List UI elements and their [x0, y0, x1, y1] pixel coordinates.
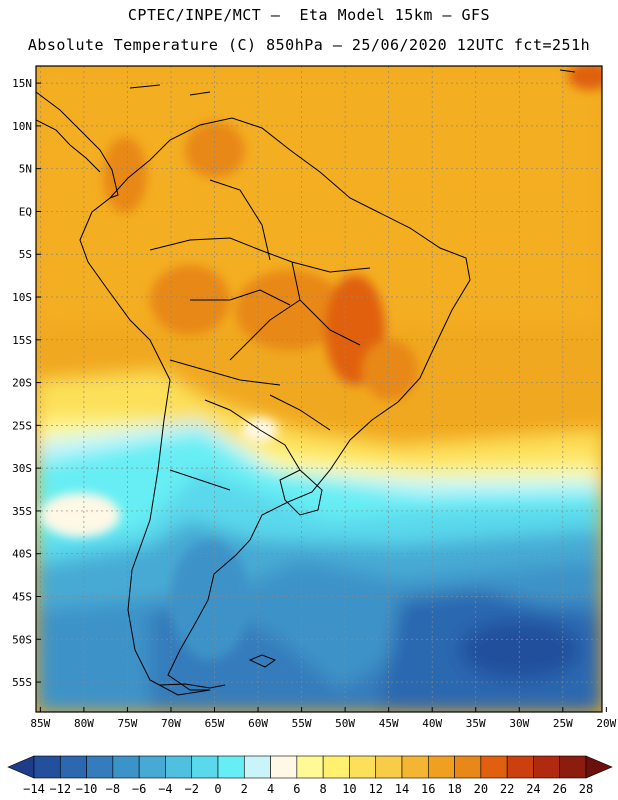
lon-label: 60W	[248, 717, 268, 730]
colorbar-arrow-min	[7, 755, 35, 779]
south-america-coastline	[79, 117, 471, 696]
colorbar-segment	[427, 755, 455, 779]
colorbar-segment	[270, 755, 298, 779]
colorbar-tick-label: 18	[447, 782, 461, 796]
lat-label: 10N	[12, 120, 32, 133]
colorbar-labels: −14 −12 −10 −8 −6 −4 −2 0 2 4 6 8 10 12 14 16 18 20 22 24 26…	[23, 782, 593, 796]
lon-label: 45W	[379, 717, 399, 730]
colorbar-tick-label: −6	[132, 782, 146, 796]
coastlines	[36, 69, 576, 696]
colorbar-tick-label: 6	[293, 782, 300, 796]
falklands	[248, 654, 277, 668]
colorbar-segment	[138, 755, 166, 779]
colorbar-segment	[296, 755, 324, 779]
colorbar-tick-label: 24	[526, 782, 540, 796]
colorbar-tick-label: 12	[368, 782, 382, 796]
map-frame	[35, 65, 603, 713]
axis-ticks	[36, 82, 607, 712]
caribbean-islands	[129, 69, 576, 96]
temperature-field	[36, 66, 602, 712]
lon-label: 70W	[161, 717, 181, 730]
colorbar-tick-label: 28	[579, 782, 593, 796]
colorbar-segment	[165, 755, 193, 779]
colorbar-segment	[191, 755, 219, 779]
lat-label: 25S	[12, 419, 32, 432]
colorbar-tick-label: −12	[49, 782, 71, 796]
lat-label: 15S	[12, 334, 32, 347]
lon-label: 85W	[30, 717, 50, 730]
colorbar-tick-label: 16	[421, 782, 435, 796]
lon-label: 20W	[596, 717, 616, 730]
colorbar-tick-label: 26	[552, 782, 566, 796]
colorbar-segment	[506, 755, 534, 779]
longitude-labels: 85W 80W 75W 70W 65W 60W 55W 50W 45W 40W 35W 30W 25W 2…	[30, 717, 616, 730]
lon-label: 55W	[292, 717, 312, 730]
colorbar-segment	[322, 755, 350, 779]
colorbar-segment	[243, 755, 271, 779]
colorbar-segment	[217, 755, 245, 779]
colorbar-tick-label: −2	[184, 782, 198, 796]
central-america-coastline	[36, 91, 119, 199]
colorbar-segment	[59, 755, 87, 779]
lon-label: 30W	[509, 717, 529, 730]
country-borders	[149, 179, 371, 491]
colorbar-tick-label: 14	[395, 782, 409, 796]
colorbar-segment	[375, 755, 403, 779]
colorbar-tick-label: −4	[158, 782, 172, 796]
lat-label: 45S	[12, 590, 32, 603]
colorbar-segment	[33, 755, 61, 779]
latitude-labels: 15N 10N 5N EQ 5S 10S 15S 20S 25S 30S 35S 40S 45S 50S 5…	[12, 77, 32, 689]
lat-label: 5S	[19, 248, 32, 261]
lon-label: 80W	[74, 717, 94, 730]
lat-label: 35S	[12, 505, 32, 518]
colorbar-segment	[454, 755, 482, 779]
colorbar-tick-label: 0	[214, 782, 221, 796]
lat-label: 20S	[12, 377, 32, 390]
lon-label: 50W	[335, 717, 355, 730]
colorbar-arrow-max	[585, 755, 613, 779]
colorbar-tick-label: 2	[241, 782, 248, 796]
colorbar-segment	[533, 755, 561, 779]
colorbar	[7, 755, 613, 779]
colorbar-tick-label: −10	[76, 782, 98, 796]
lat-label: 10S	[12, 291, 32, 304]
uruguay-outline	[279, 469, 323, 516]
colorbar-tick-label: −14	[23, 782, 45, 796]
colorbar-segment	[86, 755, 114, 779]
lat-label: 15N	[12, 77, 32, 90]
colorbar-tick-label: 20	[474, 782, 488, 796]
colorbar-segment	[349, 755, 377, 779]
lon-label: 75W	[117, 717, 137, 730]
lat-label: EQ	[19, 205, 32, 218]
colorbar-tick-label: 10	[342, 782, 356, 796]
lat-label: 50S	[12, 633, 32, 646]
colorbar-segment	[559, 755, 587, 779]
graticule	[36, 66, 602, 712]
lon-label: 40W	[422, 717, 442, 730]
lat-label: 55S	[12, 676, 32, 689]
colorbar-tick-label: 4	[267, 782, 274, 796]
tierra-del-fuego	[159, 683, 226, 689]
chart-title-line2: Absolute Temperature (C) 850hPa – 25/06/…	[27, 36, 591, 54]
colorbar-segment	[112, 755, 140, 779]
lat-label: 5N	[19, 163, 32, 176]
colorbar-segment	[480, 755, 508, 779]
colorbar-tick-label: −8	[106, 782, 120, 796]
lon-label: 35W	[466, 717, 486, 730]
lat-label: 30S	[12, 462, 32, 475]
lat-label: 40S	[12, 548, 32, 561]
colorbar-segment	[401, 755, 429, 779]
lon-label: 25W	[553, 717, 573, 730]
lon-label: 65W	[205, 717, 225, 730]
colorbar-tick-label: 22	[500, 782, 514, 796]
chart-title-line1: CPTEC/INPE/MCT – Eta Model 15km – GFS	[127, 6, 491, 24]
colorbar-tick-label: 8	[320, 782, 327, 796]
